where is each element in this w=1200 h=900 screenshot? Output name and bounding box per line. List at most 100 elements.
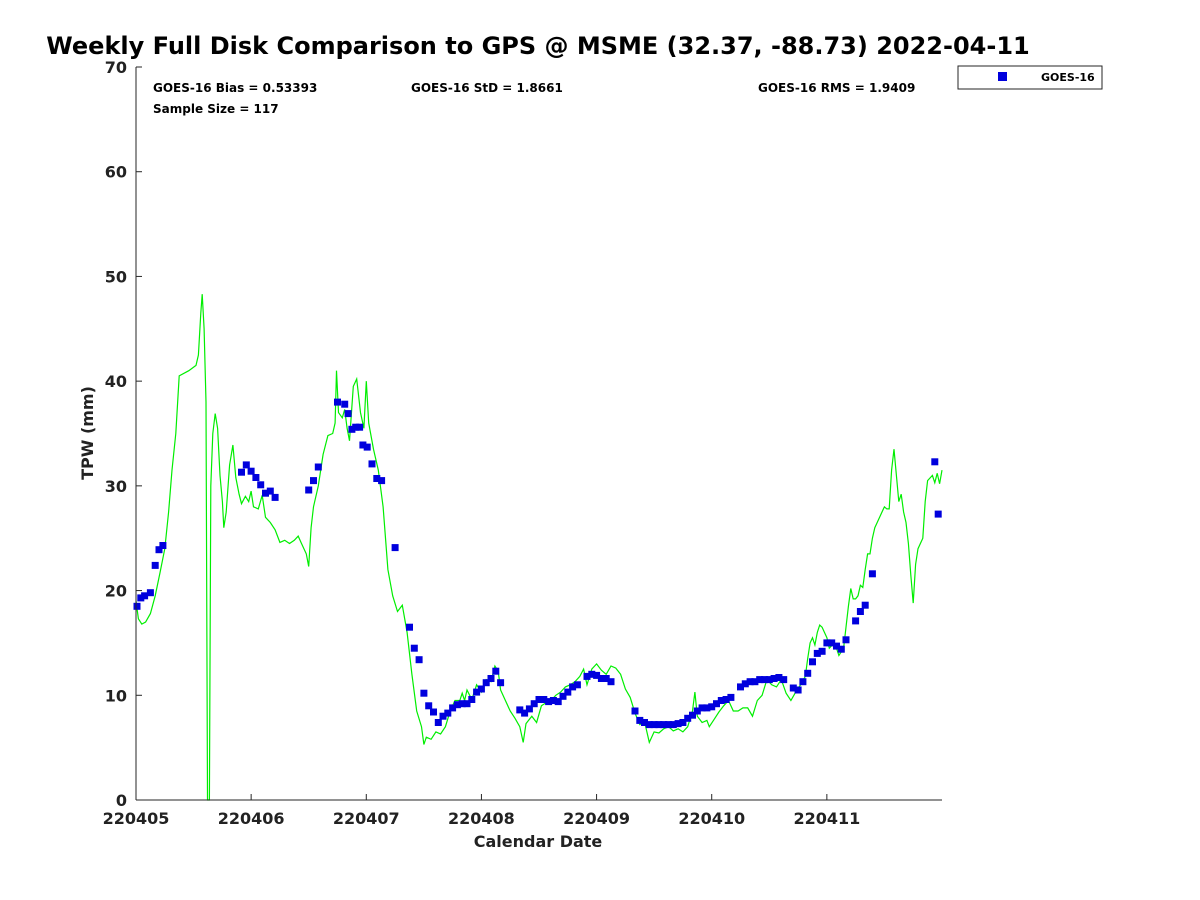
goes-16-point xyxy=(842,636,850,644)
goes-16-point xyxy=(468,696,476,703)
goes-16-point xyxy=(458,700,466,708)
goes-16-point xyxy=(373,475,381,482)
plot-background xyxy=(136,67,942,800)
x-tick-label: 220408 xyxy=(448,809,515,828)
goes-16-point xyxy=(487,675,495,682)
x-tick-label: 220409 xyxy=(563,809,630,828)
goes-16-point xyxy=(789,684,797,692)
goes-16-point xyxy=(444,709,452,717)
goes-16-point xyxy=(415,656,423,664)
goes-16-point xyxy=(559,692,567,700)
goes-16-point xyxy=(521,709,529,717)
goes-16-point xyxy=(434,719,442,726)
goes-16-point xyxy=(341,400,349,408)
goes-16-point xyxy=(669,721,677,729)
legend-label-goes-16: GOES-16 xyxy=(1041,71,1095,84)
goes-16-point xyxy=(137,594,145,602)
std-stat: GOES-16 StD = 1.8661 xyxy=(411,81,563,95)
goes-16-point xyxy=(262,489,269,497)
goes-16-point xyxy=(497,679,505,687)
goes-16-point xyxy=(238,468,245,476)
x-axis-label: Calendar Date xyxy=(474,832,603,851)
goes-16-point xyxy=(727,693,735,701)
goes-16-point xyxy=(391,544,399,552)
goes-16-point xyxy=(665,721,672,729)
goes-16-point xyxy=(477,685,485,693)
goes-16-point xyxy=(765,676,773,684)
goes-16-point xyxy=(746,678,754,686)
gps-series-layer xyxy=(135,294,943,801)
y-axis-ticks: 0 10 20 30 40 50 60 70 xyxy=(105,58,142,810)
goes-16-point xyxy=(420,689,428,697)
goes-16-point xyxy=(516,706,524,714)
goes-16-point xyxy=(535,696,543,703)
sample-size-stat: Sample Size = 117 xyxy=(153,102,279,116)
goes-16-point xyxy=(828,639,836,647)
goes-16-point xyxy=(141,592,149,600)
y-tick-label: 20 xyxy=(105,582,127,601)
goes-16-point xyxy=(151,561,159,569)
goes-16-point xyxy=(410,644,418,652)
goes-16-point xyxy=(425,702,433,710)
goes-16-point xyxy=(717,697,725,704)
y-axis-label: TPW (mm) xyxy=(78,386,97,480)
y-tick-label: 50 xyxy=(105,267,127,286)
y-tick-label: 10 xyxy=(105,686,127,705)
goes-16-point xyxy=(818,647,826,655)
goes-16-point xyxy=(257,481,265,489)
goes-16-point xyxy=(155,546,163,554)
goes-16-point xyxy=(861,601,869,609)
goes-16-point xyxy=(650,721,658,729)
goes-16-point xyxy=(430,708,437,716)
goes-16-point xyxy=(588,670,596,678)
goes-16-point xyxy=(823,639,831,647)
goes-16-point xyxy=(352,423,360,431)
goes-16-point xyxy=(641,719,648,726)
goes-16-point xyxy=(549,697,557,704)
goes-16-point xyxy=(856,608,864,615)
legend-box xyxy=(957,65,1103,90)
goes-16-point xyxy=(852,617,860,625)
goes-16-point xyxy=(931,458,939,466)
goes-16-point xyxy=(684,714,692,722)
goes-16-point xyxy=(674,720,682,728)
goes-16-point xyxy=(406,623,413,631)
goes-16-point xyxy=(703,704,711,712)
goes-16-point xyxy=(530,700,538,708)
goes-16-point xyxy=(564,688,572,696)
goes-16-point xyxy=(597,675,605,682)
goes-16-point xyxy=(310,477,317,485)
goes-16-point xyxy=(770,675,778,682)
goes-16-point xyxy=(636,716,644,724)
goes-16-point xyxy=(799,678,807,686)
goes-16-point xyxy=(794,686,802,694)
gps-line xyxy=(135,294,943,801)
goes-16-point xyxy=(713,700,720,708)
goes-16-point xyxy=(482,679,490,687)
y-tick-label: 0 xyxy=(116,791,127,810)
goes-16-point xyxy=(453,701,461,709)
goes-16-point xyxy=(780,676,788,684)
goes-16-point xyxy=(813,649,821,657)
goes-16-point xyxy=(679,719,687,726)
goes-16-point xyxy=(751,678,759,686)
rms-stat: GOES-16 RMS = 1.9409 xyxy=(758,81,915,95)
goes-16-point xyxy=(463,700,471,708)
goes-16-point xyxy=(492,667,500,675)
goes-16-point xyxy=(775,674,783,681)
y-tick-label: 60 xyxy=(105,163,127,182)
goes-16-point xyxy=(554,698,562,706)
goes-16-point xyxy=(356,423,364,431)
goes-16-point xyxy=(583,672,591,680)
bias-stat: GOES-16 Bias = 0.53393 xyxy=(153,81,317,95)
goes-16-point xyxy=(593,671,601,679)
x-tick-label: 220406 xyxy=(218,809,285,828)
goes-16-point xyxy=(449,704,457,712)
x-axis-ticks: 220405 220406 220407 220408 220409 220410 2204… xyxy=(103,794,860,828)
goes-16-point xyxy=(607,678,615,686)
goes-16-point xyxy=(573,681,581,689)
goes-16-point xyxy=(833,642,840,650)
goes-16-point xyxy=(645,721,653,729)
legend: GOES-16 xyxy=(957,65,1103,90)
